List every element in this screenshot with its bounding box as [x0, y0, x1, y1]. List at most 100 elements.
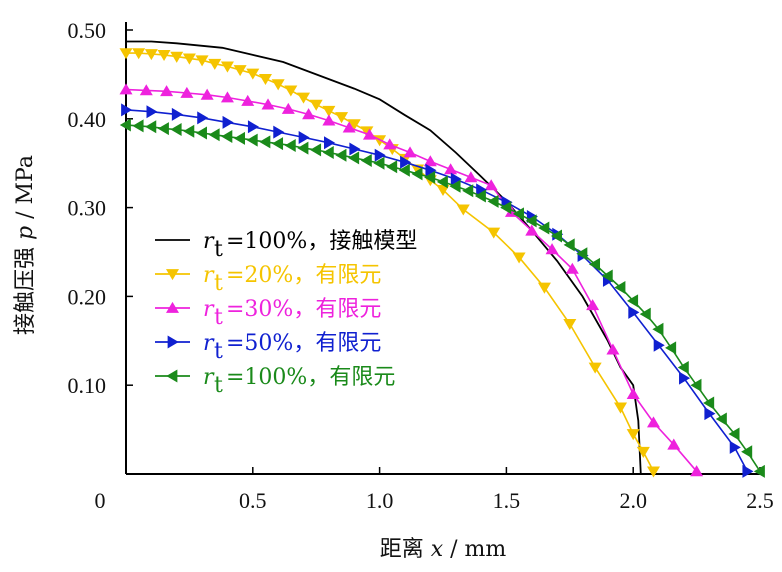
data-point	[398, 163, 410, 177]
data-point	[273, 125, 285, 139]
x-tick-label: 1.0	[366, 488, 394, 513]
data-point	[715, 412, 727, 426]
axis-titles: 距离 x / mm 接触压强 p / MPa	[13, 155, 506, 562]
data-point	[444, 163, 458, 175]
y-tick-label: 0.40	[68, 107, 107, 132]
data-point	[690, 465, 704, 477]
data-point	[703, 396, 715, 410]
data-point	[653, 338, 665, 352]
data-point	[425, 163, 437, 177]
x-tick-label: 0	[95, 488, 106, 513]
data-point	[197, 111, 209, 125]
data-point	[360, 154, 372, 168]
data-point	[132, 48, 146, 60]
data-point	[119, 118, 131, 132]
series-1	[126, 40, 642, 475]
data-point	[588, 257, 601, 271]
tick-labels: 0 0.5 1.0 1.5 2.0 2.5 0.10 0.20 0.30 0.40 0.50	[68, 18, 774, 513]
data-point	[170, 51, 184, 63]
data-point	[220, 61, 234, 73]
data-point	[208, 128, 220, 142]
data-point	[487, 227, 501, 239]
legend-var: r	[203, 365, 215, 390]
data-point	[182, 53, 196, 65]
data-point	[208, 58, 222, 70]
data-point	[335, 148, 347, 162]
data-point	[157, 49, 171, 62]
data-point	[322, 114, 336, 126]
data-point	[309, 99, 323, 111]
data-point	[525, 214, 537, 228]
data-point	[383, 138, 397, 150]
data-point	[233, 65, 247, 77]
data-point	[200, 88, 214, 100]
data-point	[606, 343, 620, 355]
data-point	[261, 98, 275, 110]
legend-var: r	[203, 297, 215, 322]
y-tick-label: 0.20	[68, 284, 107, 309]
data-point	[183, 124, 195, 138]
legend-label: =20%，有限元	[226, 263, 381, 288]
data-point	[386, 160, 398, 174]
data-point	[259, 135, 271, 149]
data-point	[565, 262, 579, 274]
legend-subscript: t	[214, 373, 223, 398]
legend-marker	[167, 335, 179, 349]
data-point	[241, 94, 255, 106]
data-point	[525, 224, 539, 236]
data-point	[576, 247, 588, 261]
data-point	[626, 429, 640, 441]
data-point	[436, 184, 450, 197]
legend-item-1: r t =100%，接触模型	[155, 229, 417, 262]
data-point	[545, 243, 559, 255]
data-point	[284, 85, 298, 97]
data-point	[246, 68, 260, 80]
legend-subscript: t	[214, 339, 223, 364]
data-point	[512, 207, 524, 221]
data-point	[310, 143, 322, 157]
data-point	[601, 269, 613, 283]
data-point	[139, 84, 153, 96]
series-2	[119, 48, 660, 478]
y-tick-label: 0.50	[68, 18, 107, 43]
legend-var: r	[203, 263, 215, 288]
data-point	[195, 55, 209, 67]
x-tick-label: 2.0	[619, 488, 647, 513]
data-point	[667, 438, 681, 450]
data-point	[436, 175, 448, 189]
legend-label: =50%，有限元	[226, 331, 381, 356]
data-point	[537, 282, 551, 294]
data-point	[588, 362, 602, 374]
data-point	[690, 378, 702, 392]
data-point	[563, 238, 575, 252]
data-point	[349, 142, 361, 156]
data-point	[679, 371, 691, 385]
data-point	[704, 407, 716, 421]
data-point	[423, 155, 437, 167]
data-point	[450, 172, 462, 186]
data-point	[636, 446, 650, 458]
x-tick-label: 0.5	[239, 488, 267, 513]
data-point	[144, 49, 158, 61]
data-point	[195, 126, 207, 140]
legend-item-3: r t =30%，有限元	[155, 297, 381, 330]
legend-marker	[166, 269, 179, 281]
data-point	[500, 201, 512, 215]
legend-label: =100%，接触模型	[226, 229, 417, 254]
series-lines	[119, 40, 765, 478]
x-tick-label: 2.5	[746, 488, 774, 513]
data-point	[614, 402, 628, 414]
data-point	[627, 294, 639, 308]
data-point	[639, 307, 651, 321]
data-point	[146, 105, 158, 119]
data-point	[322, 105, 336, 117]
x-axis-title: 距离 x / mm	[380, 537, 507, 562]
y-axis-title: 接触压强 p / MPa	[13, 155, 38, 335]
data-point	[170, 122, 182, 136]
data-point	[258, 73, 272, 86]
data-point	[145, 120, 157, 134]
data-point	[246, 133, 258, 147]
data-point	[456, 204, 470, 216]
